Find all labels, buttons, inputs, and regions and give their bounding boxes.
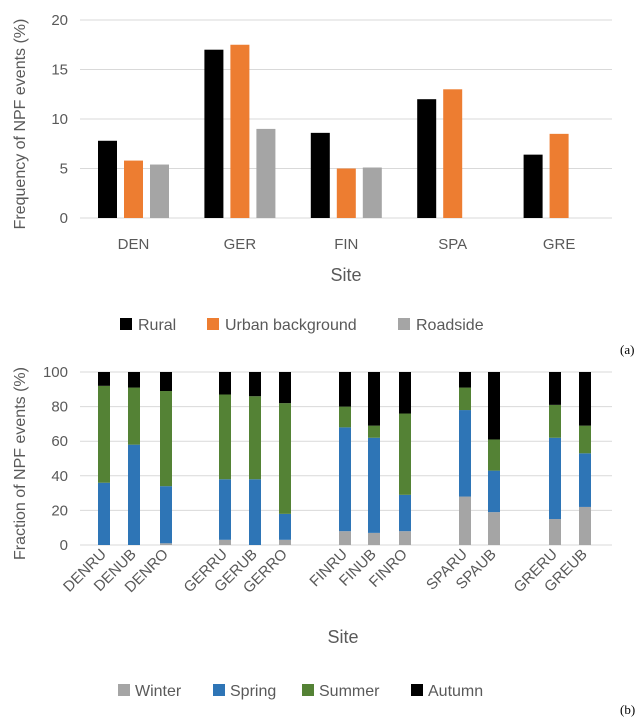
- legend-label-b: Spring: [230, 683, 276, 700]
- stack-autumn-denub: [128, 372, 140, 388]
- stack-autumn-denru: [98, 372, 110, 386]
- legend-label-b: Winter: [135, 683, 182, 700]
- bar-urban-background-den: [124, 160, 143, 218]
- y-tick-label-b: 40: [51, 468, 68, 485]
- stack-summer-finru: [339, 406, 351, 428]
- x-tick-label-a: GRE: [543, 236, 576, 253]
- legend-swatch-b: [213, 684, 225, 696]
- stack-spring-denro: [160, 486, 172, 544]
- legend-label-a: Urban background: [225, 317, 357, 334]
- bar-rural-gre: [523, 154, 543, 218]
- bar-urban-background-ger: [230, 44, 250, 218]
- y-tick-label-a: 20: [51, 12, 68, 29]
- stack-summer-finro: [399, 413, 411, 495]
- stack-autumn-finro: [399, 372, 411, 414]
- stack-spring-denub: [128, 444, 140, 545]
- legend-label-a: Roadside: [416, 317, 484, 334]
- legend-label-b: Autumn: [428, 683, 483, 700]
- legend-swatch-a: [398, 318, 410, 330]
- bar-rural-den: [98, 140, 117, 218]
- x-tick-label-a: DEN: [118, 236, 150, 253]
- legend-label-b: Summer: [319, 683, 380, 700]
- stack-spring-greub: [579, 453, 591, 507]
- bar-urban-background-fin: [336, 168, 356, 218]
- stack-autumn-finub: [368, 372, 380, 426]
- y-axis-label-b: Fraction of NPF events (%): [12, 367, 29, 560]
- y-tick-label-b: 80: [51, 399, 68, 416]
- panel-label-b: (b): [620, 702, 635, 717]
- x-tick-label-a: SPA: [438, 236, 467, 253]
- stack-summer-finub: [368, 425, 380, 438]
- legend-swatch-b: [118, 684, 130, 696]
- stack-spring-spaub: [488, 470, 500, 513]
- stack-summer-denro: [160, 391, 172, 487]
- stack-spring-finro: [399, 494, 411, 532]
- legend-swatch-a: [120, 318, 132, 330]
- legend-swatch-b: [411, 684, 423, 696]
- y-tick-label-b: 0: [60, 537, 68, 554]
- bar-urban-background-spa: [443, 89, 463, 218]
- stack-summer-gerru: [219, 394, 231, 480]
- stack-spring-finub: [368, 437, 380, 533]
- stack-spring-gerro: [279, 513, 291, 540]
- stack-winter-greru: [549, 519, 561, 545]
- stack-autumn-finru: [339, 372, 351, 407]
- panel-label-a: (a): [620, 342, 634, 357]
- stack-winter-finru: [339, 531, 351, 545]
- y-tick-label-a: 0: [60, 210, 68, 227]
- bar-roadside-ger: [256, 128, 276, 218]
- stack-spring-finru: [339, 427, 351, 532]
- stack-spring-denru: [98, 482, 110, 545]
- stack-winter-denro: [160, 543, 172, 545]
- stack-spring-greru: [549, 437, 561, 520]
- stack-winter-sparu: [459, 496, 471, 545]
- stack-winter-gerru: [219, 539, 231, 545]
- bar-rural-fin: [310, 132, 330, 218]
- stack-winter-finro: [399, 531, 411, 545]
- x-tick-label-a: GER: [224, 236, 257, 253]
- bar-rural-ger: [204, 49, 224, 219]
- stack-autumn-gerru: [219, 372, 231, 395]
- stack-summer-sparu: [459, 387, 471, 411]
- stack-autumn-spaub: [488, 372, 500, 440]
- legend-swatch-b: [302, 684, 314, 696]
- stack-summer-gerub: [249, 396, 261, 480]
- y-tick-label-a: 15: [51, 62, 68, 79]
- stack-autumn-greub: [579, 372, 591, 426]
- stack-winter-gerro: [279, 539, 291, 545]
- y-tick-label-b: 20: [51, 502, 68, 519]
- stack-autumn-greru: [549, 372, 561, 405]
- stack-spring-sparu: [459, 410, 471, 497]
- stack-winter-finub: [368, 532, 380, 545]
- legend-swatch-a: [207, 318, 219, 330]
- stack-autumn-sparu: [459, 372, 471, 388]
- y-tick-label-b: 60: [51, 433, 68, 450]
- stack-summer-gerro: [279, 403, 291, 514]
- stack-summer-denru: [98, 385, 110, 483]
- bar-roadside-den: [150, 164, 169, 218]
- legend-label-a: Rural: [138, 317, 176, 334]
- stack-autumn-gerub: [249, 372, 261, 397]
- y-tick-label-a: 10: [51, 111, 68, 128]
- y-tick-label-a: 5: [60, 161, 68, 178]
- stack-summer-greru: [549, 404, 561, 438]
- x-tick-label-a: FIN: [334, 236, 358, 253]
- stack-spring-gerub: [249, 479, 261, 545]
- y-tick-label-b: 100: [43, 364, 68, 381]
- stack-summer-greub: [579, 425, 591, 454]
- stack-winter-greub: [579, 506, 591, 545]
- y-axis-label-a: Frequency of NPF events (%): [12, 19, 29, 230]
- x-axis-label-a: Site: [330, 265, 361, 285]
- bar-roadside-fin: [362, 167, 382, 218]
- x-axis-label-b: Site: [327, 627, 358, 647]
- stack-summer-spaub: [488, 439, 500, 471]
- stack-autumn-gerro: [279, 372, 291, 404]
- bar-rural-spa: [417, 99, 437, 218]
- stack-summer-denub: [128, 387, 140, 445]
- stack-autumn-denro: [160, 372, 172, 392]
- bar-urban-background-gre: [549, 133, 569, 218]
- stack-winter-spaub: [488, 512, 500, 545]
- stack-spring-gerru: [219, 479, 231, 540]
